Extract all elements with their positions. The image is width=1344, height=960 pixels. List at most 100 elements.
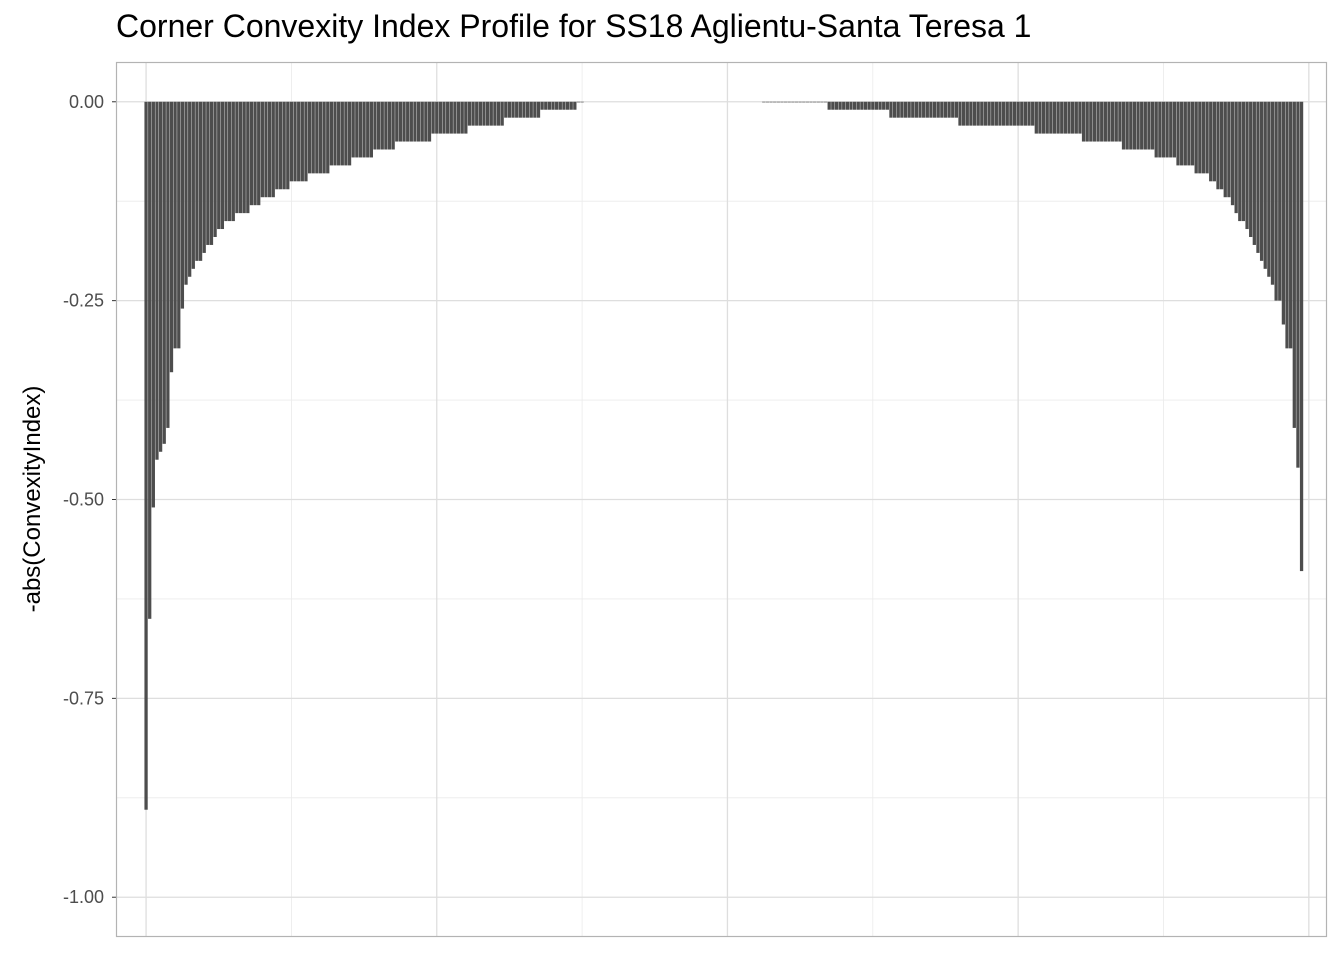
- bar: [1198, 101, 1202, 174]
- bar: [1190, 101, 1195, 166]
- bar: [304, 101, 308, 182]
- bar: [155, 101, 159, 460]
- bar: [1074, 101, 1078, 134]
- bar: [1292, 101, 1296, 428]
- bar: [809, 101, 813, 103]
- bar: [892, 101, 897, 118]
- bar: [438, 101, 443, 134]
- bar: [1092, 101, 1097, 142]
- bar: [1249, 101, 1253, 238]
- bar: [238, 101, 243, 214]
- bar: [144, 101, 148, 810]
- bar: [242, 101, 246, 214]
- bar: [762, 101, 766, 103]
- bar: [856, 101, 860, 110]
- bar: [315, 101, 319, 174]
- bar: [173, 101, 177, 349]
- bar: [198, 101, 203, 261]
- bar: [329, 101, 334, 166]
- bar: [1140, 101, 1144, 150]
- bar: [467, 101, 472, 126]
- bar: [380, 101, 384, 150]
- bar: [1005, 101, 1009, 126]
- bar: [1027, 101, 1031, 126]
- bar: [1267, 101, 1271, 277]
- bar: [976, 101, 980, 126]
- bar: [871, 101, 875, 110]
- bar: [275, 101, 279, 190]
- bar: [573, 101, 577, 110]
- bar: [398, 101, 403, 142]
- bar: [435, 101, 439, 134]
- bar: [1067, 101, 1071, 134]
- bar: [376, 101, 381, 150]
- bar: [188, 101, 192, 277]
- bar: [1060, 101, 1064, 134]
- bar: [387, 101, 392, 150]
- bar: [1009, 101, 1013, 126]
- bar: [849, 101, 853, 110]
- bar: [1209, 101, 1213, 182]
- bar: [1205, 101, 1209, 174]
- bar: [878, 101, 882, 110]
- bar: [344, 101, 348, 166]
- y-tick-label: 0.00: [69, 92, 104, 112]
- bar: [551, 101, 555, 110]
- bar: [402, 101, 406, 142]
- bar: [1180, 101, 1184, 166]
- bar: [322, 101, 326, 174]
- bar: [555, 101, 559, 110]
- bar: [224, 101, 228, 222]
- bar: [962, 101, 966, 126]
- bar: [489, 101, 493, 126]
- bar: [297, 101, 301, 182]
- bar: [209, 101, 214, 245]
- bar: [177, 101, 181, 349]
- bar: [1158, 101, 1162, 158]
- bar: [765, 101, 770, 103]
- bar: [180, 101, 185, 309]
- bar: [191, 101, 195, 269]
- axis-layer: 0.00 -0.25 -0.50 -0.75 -1.00: [63, 92, 117, 907]
- bar: [954, 101, 958, 118]
- bar: [464, 101, 468, 134]
- bar: [148, 101, 152, 619]
- bar: [1132, 101, 1137, 150]
- bar: [253, 101, 257, 206]
- bar: [522, 101, 526, 118]
- bar: [816, 101, 820, 103]
- bar: [1230, 101, 1235, 206]
- bar: [998, 101, 1002, 126]
- bar: [1278, 101, 1282, 301]
- bar: [1038, 101, 1042, 134]
- bar: [449, 101, 453, 134]
- bar: [1194, 101, 1198, 174]
- bar: [395, 101, 399, 142]
- bar: [151, 101, 155, 508]
- bar: [260, 101, 264, 198]
- bar: [780, 101, 784, 103]
- bar: [558, 101, 562, 110]
- bar: [293, 101, 297, 182]
- bar: [922, 101, 926, 118]
- bar: [925, 101, 929, 118]
- bar: [358, 101, 363, 158]
- bar: [500, 101, 504, 126]
- bar: [413, 101, 417, 142]
- bar: [820, 101, 824, 103]
- y-tick-label: -0.25: [63, 291, 104, 311]
- bar: [991, 101, 995, 126]
- bar: [1071, 101, 1075, 134]
- bar: [1172, 101, 1177, 158]
- bar: [1041, 101, 1046, 134]
- bar: [340, 101, 344, 166]
- bar: [769, 101, 773, 103]
- bar: [540, 101, 544, 110]
- bar: [565, 101, 570, 110]
- bar: [943, 101, 948, 118]
- bar: [286, 101, 290, 190]
- bar: [1154, 101, 1158, 158]
- bar: [184, 101, 188, 285]
- bar: [1034, 101, 1038, 134]
